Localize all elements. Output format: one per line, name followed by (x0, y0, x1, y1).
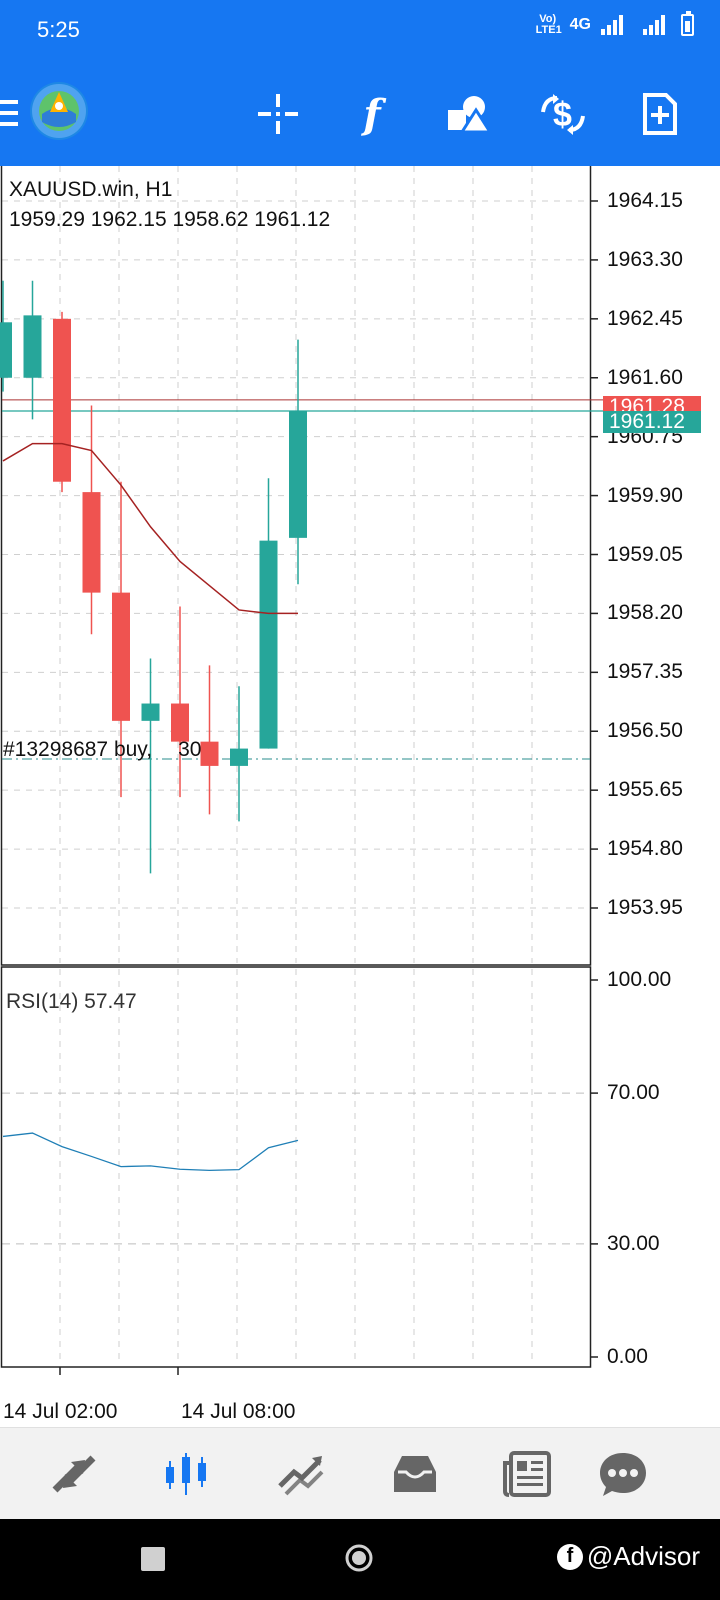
candle (112, 481, 130, 798)
price-tick-label: 1963.30 (607, 247, 683, 271)
candle-body (112, 592, 130, 721)
rsi-tick-label: 30.00 (607, 1231, 660, 1255)
price-tick-label: 1959.90 (607, 483, 683, 507)
symbol-label: XAUUSD.win, H1 (9, 178, 173, 201)
app-logo-icon[interactable] (30, 82, 88, 140)
trade-icon[interactable]: $ (533, 84, 593, 144)
ohlc-label: 1959.29 1962.15 1958.62 1961.12 (9, 208, 331, 231)
time-label: 14 Jul 08:00 (181, 1400, 296, 1423)
quotes-icon[interactable] (44, 1446, 104, 1502)
price-panel-border (0, 166, 592, 966)
candle-body (200, 741, 219, 766)
rsi-label: RSI(14) 57.47 (6, 990, 137, 1013)
watermark-text: @Advisor (586, 1541, 700, 1571)
price-tick-label: 1959.05 (607, 542, 683, 566)
candle (289, 339, 307, 585)
price-tick-label: 1956.50 (607, 719, 683, 743)
price-tick-label: 1958.20 (607, 601, 683, 625)
moving-average (2, 442, 298, 615)
price-tick-label: 1961.60 (607, 365, 683, 389)
candle-body (289, 411, 307, 538)
candle (82, 405, 101, 635)
chart-icon[interactable] (157, 1446, 217, 1502)
candle (23, 280, 42, 420)
objects-icon[interactable] (438, 84, 498, 144)
price-tick-label: 1962.45 (607, 306, 683, 330)
history-icon[interactable] (385, 1446, 445, 1502)
indicators-icon[interactable]: f (363, 90, 381, 138)
messages-icon[interactable] (593, 1446, 653, 1502)
candle (230, 686, 248, 822)
rsi-panel-border (0, 966, 592, 1368)
trade-icon[interactable] (271, 1446, 331, 1502)
network-type: 4G (569, 16, 591, 33)
time-label: 14 Jul 02:00 (3, 1400, 118, 1423)
crosshair-icon[interactable] (248, 84, 308, 144)
candle (171, 606, 189, 798)
candle-body (0, 322, 12, 378)
rsi-tick-label: 100.00 (607, 968, 672, 991)
bottom-nav (0, 1427, 720, 1520)
candle (53, 311, 71, 493)
svg-text:$: $ (553, 96, 572, 134)
rsi-tick-label: 0.00 (607, 1345, 648, 1368)
price-tick-label: 1964.15 (607, 189, 683, 212)
candle (200, 665, 219, 815)
grid-lines (2, 166, 598, 1375)
status-bar: 5:25 Vo) LTE1 4G (0, 0, 720, 62)
signal-icon (601, 15, 623, 35)
status-icons: Vo) LTE1 4G (535, 11, 694, 36)
candle-body (53, 318, 71, 482)
battery-icon (681, 11, 694, 36)
rsi-tick-label: 70.00 (607, 1081, 660, 1105)
candle-body (230, 748, 248, 766)
chart-canvas[interactable] (0, 166, 720, 1396)
candle-body (141, 703, 160, 721)
candle (141, 658, 160, 874)
home-button[interactable] (344, 1543, 374, 1573)
price-panel-frame (0, 166, 592, 1368)
candles (0, 280, 307, 874)
candle-body (82, 492, 101, 593)
order-label: #13298687 buy, 30 (3, 738, 202, 761)
news-icon[interactable] (498, 1446, 558, 1502)
watermark: f @Advisor (556, 1541, 700, 1572)
recents-button[interactable] (141, 1547, 165, 1571)
facebook-icon: f (556, 1543, 583, 1570)
price-tick-label: 1954.80 (607, 837, 683, 861)
signal-icon (643, 15, 665, 35)
candle-body (259, 540, 278, 749)
candle-body (23, 315, 42, 378)
status-time: 5:25 (37, 17, 80, 42)
price-tick-label: 1953.95 (607, 896, 683, 919)
rsi-panel (2, 1132, 299, 1172)
chart-area[interactable] (0, 166, 720, 1396)
menu-icon[interactable] (0, 98, 20, 128)
candle (0, 280, 12, 392)
bid-price-tag: 1961.12 (603, 411, 701, 433)
system-nav-bar: f @Advisor (0, 1519, 720, 1600)
price-tick-label: 1955.65 (607, 778, 683, 802)
price-tick-label: 1957.35 (607, 660, 683, 684)
candle-body (171, 703, 189, 742)
volte-icon: Vo) LTE1 (535, 13, 562, 36)
rsi-line (2, 1132, 299, 1172)
toolbar: f $ (0, 62, 720, 166)
ma-line (2, 442, 298, 615)
new-order-icon[interactable] (630, 84, 690, 144)
